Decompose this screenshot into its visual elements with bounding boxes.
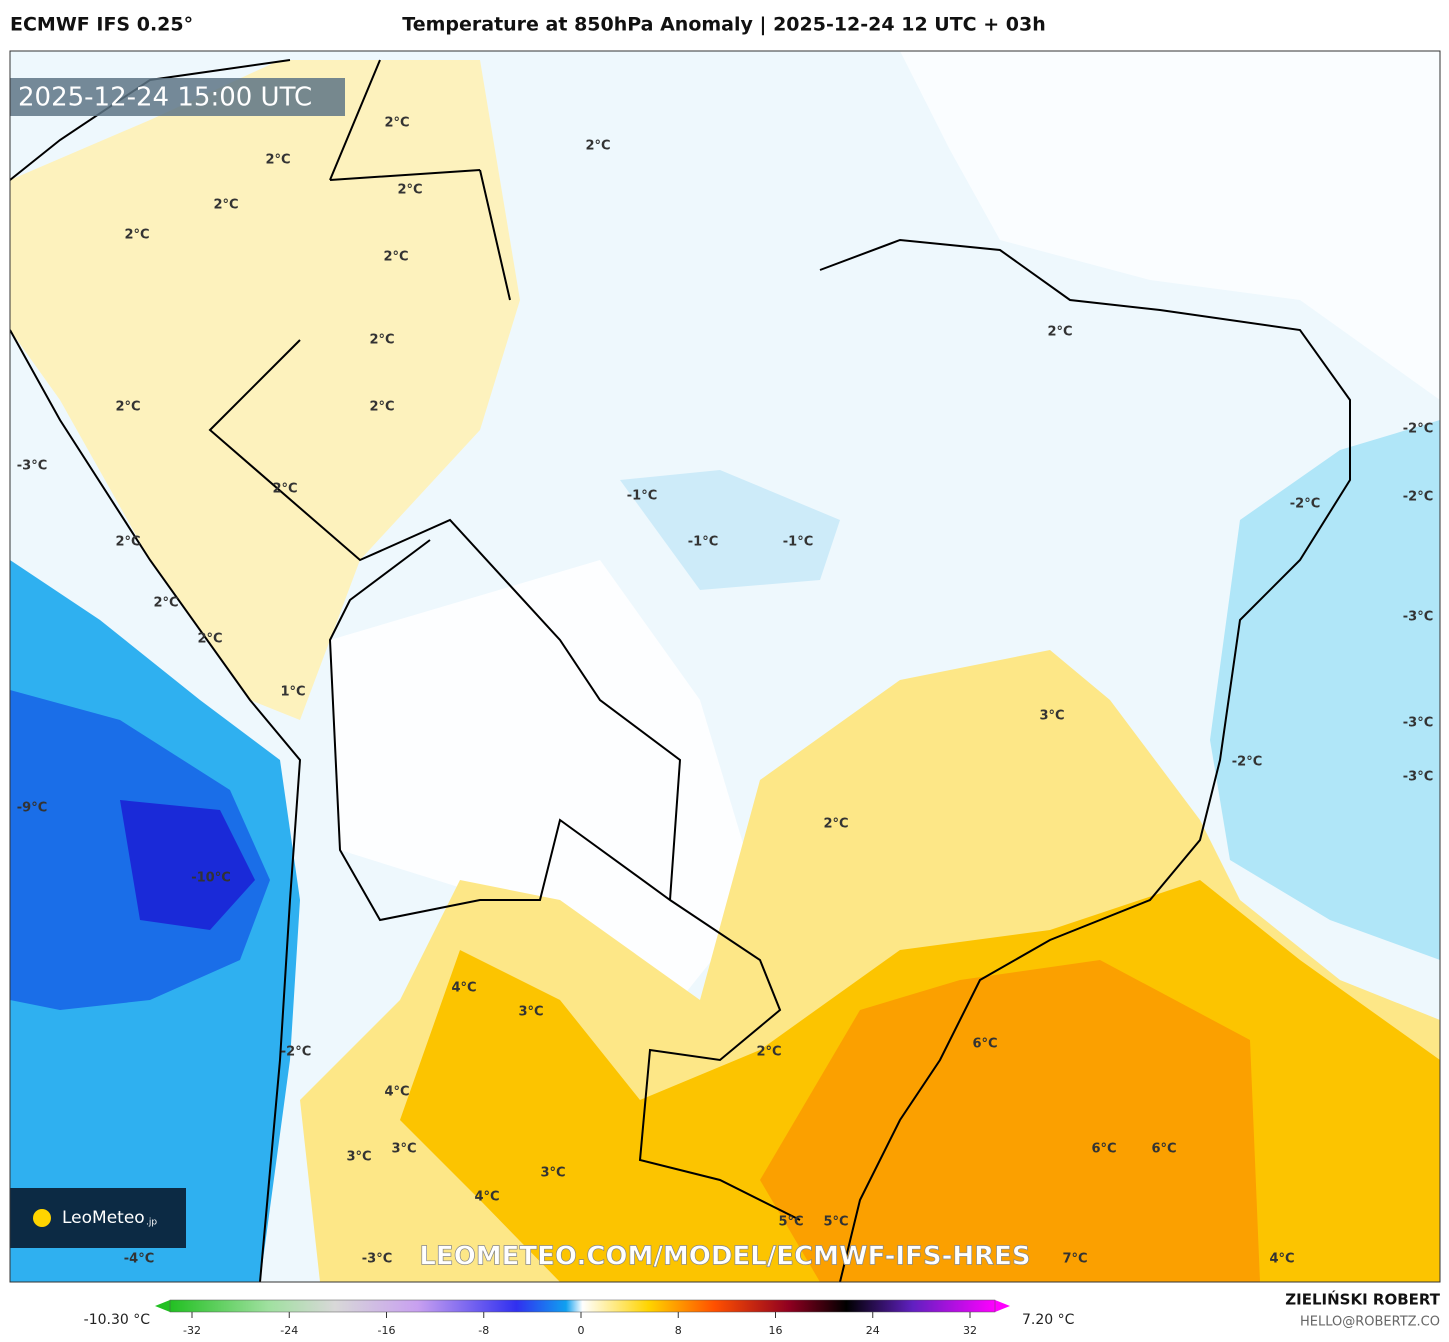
colorbar-tick-label: -24 (280, 1324, 298, 1337)
timestamp-box (10, 78, 345, 116)
contour-label: 6°C (1091, 1142, 1116, 1157)
colorbar-tick-label: 0 (578, 1324, 585, 1337)
contour-label: 3°C (540, 1166, 565, 1181)
warm-area (10, 60, 520, 720)
border (208, 59, 801, 1221)
colorbar-tick-label: -16 (378, 1324, 396, 1337)
field (900, 51, 1440, 400)
chart-title: Temperature at 850hPa Anomaly | 2025-12-… (402, 14, 1045, 36)
contour-label: 2°C (272, 482, 297, 497)
contour-label: 2°C (585, 139, 610, 154)
contour-label: 2°C (115, 400, 140, 415)
contour-label: -3°C (1403, 716, 1433, 731)
contour-label: 2°C (1047, 325, 1072, 340)
contour-label: 2°C (369, 333, 394, 348)
contour-label: -3°C (1403, 770, 1433, 785)
map: 2°C 2°C 2°C 2°C 2°C 2°C 2°C 2°C 2°C 2°C 2°C 2°C 2°C 2… (10, 51, 1440, 1282)
colorbar-high-end (995, 1300, 1010, 1312)
contour-label: 2°C (823, 817, 848, 832)
contour-label: -1°C (783, 535, 813, 550)
contour-label: 2°C (397, 183, 422, 198)
contour-label: 2°C (213, 198, 238, 213)
contour-label: 2°C (153, 596, 178, 611)
contour-label: 3°C (346, 1150, 371, 1165)
colorbar-min: -10.30 °C (84, 1312, 151, 1328)
colorbar-tick-label: -32 (183, 1324, 201, 1337)
contour-label: -1°C (688, 535, 718, 550)
contour-label: -3°C (1403, 610, 1433, 625)
hot-area (760, 960, 1260, 1282)
colorbar-tick-label: -8 (478, 1324, 489, 1337)
contour-label: -4°C (124, 1252, 154, 1267)
contour-label: -1°C (627, 489, 657, 504)
logo-suffix: .jp (146, 1218, 157, 1228)
contour-label: 6°C (1151, 1142, 1176, 1157)
colorbar-tick-label: 32 (963, 1324, 977, 1337)
colorbar-max: 7.20 °C (1022, 1312, 1075, 1328)
contour-label: 2°C (197, 632, 222, 647)
contour-label: 2°C (265, 153, 290, 168)
contour-label: 2°C (384, 116, 409, 131)
cool-area (620, 470, 840, 590)
contour-label: 2°C (756, 1045, 781, 1060)
contour-label: -10°C (191, 871, 231, 886)
contour-labels: 2°C 2°C 2°C 2°C 2°C 2°C 2°C 2°C 2°C 2°C 2°C 2°C 2°C 2… (17, 116, 1433, 1267)
contour-label: 2°C (369, 400, 394, 415)
contour-label: 1°C (280, 685, 305, 700)
contour-label: 4°C (451, 981, 476, 996)
watermark: LEOMETEO.COM/MODEL/ECMWF-IFS-HRES (419, 1242, 1030, 1272)
logo-sun (33, 1209, 51, 1227)
contour-label: 5°C (823, 1215, 848, 1230)
contour-label: 6°C (972, 1037, 997, 1052)
contour-label: -3°C (17, 459, 47, 474)
contour-label: 4°C (474, 1190, 499, 1205)
contour-label: 3°C (518, 1005, 543, 1020)
contour-label: 4°C (384, 1085, 409, 1100)
contour-label: -2°C (1403, 422, 1433, 437)
colorbar (169, 1299, 996, 1313)
field (330, 560, 760, 1000)
contour-label: -2°C (281, 1045, 311, 1060)
contour-label: 4°C (1269, 1252, 1294, 1267)
colorbar-ticks: -32 -24 -16 -8 0 8 16 24 32 (183, 1312, 977, 1337)
cold-core (120, 800, 255, 930)
contour-label: -3°C (362, 1252, 392, 1267)
colorbar-low-end (155, 1300, 170, 1312)
map-frame (9, 50, 1441, 1283)
contour-label: 5°C (778, 1215, 803, 1230)
contour-label: 7°C (1062, 1252, 1087, 1267)
contour-label: 2°C (115, 535, 140, 550)
contour-label: -2°C (1232, 755, 1262, 770)
cool-area (1210, 420, 1440, 960)
colorbar-tick-label: 8 (675, 1324, 682, 1337)
contour-label: -9°C (17, 801, 47, 816)
contour-label: 3°C (391, 1142, 416, 1157)
logo-name: LeoMeteo (62, 1208, 145, 1228)
timestamp: 2025-12-24 15:00 UTC (18, 83, 312, 113)
contour-label: 3°C (1039, 709, 1064, 724)
model-name: ECMWF IFS 0.25° (10, 14, 193, 36)
colorbar-tick-label: 16 (769, 1324, 783, 1337)
colorbar-tick-label: 24 (866, 1324, 880, 1337)
contour-label: -2°C (1290, 497, 1320, 512)
contour-label: -2°C (1403, 490, 1433, 505)
contour-label: 2°C (383, 250, 408, 265)
author: ZIELIŃSKI ROBERT (1285, 1290, 1440, 1309)
email: HELLO@ROBERTZ.CO (1300, 1315, 1440, 1330)
contour-label: 2°C (124, 228, 149, 243)
